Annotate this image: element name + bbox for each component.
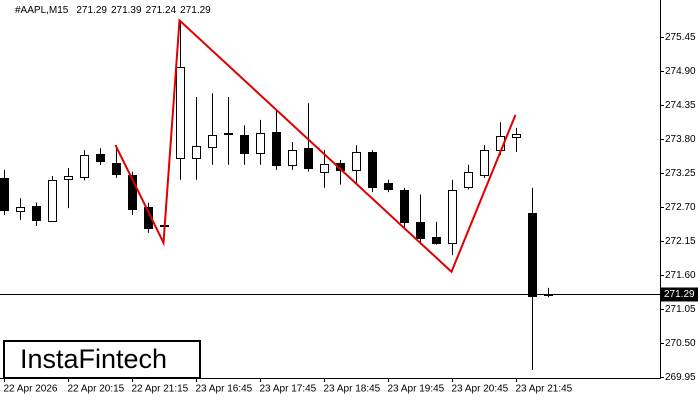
y-tick-label: 274.35 <box>665 100 696 111</box>
candle-body <box>96 154 105 162</box>
chart-header: #AAPL,M15 271.29 271.39 271.24 271.29 <box>15 5 211 16</box>
candle-body <box>112 163 121 175</box>
y-tick-label: 273.80 <box>665 134 696 145</box>
candle-body <box>224 133 233 135</box>
price-label: 271.29 <box>664 289 695 300</box>
x-tick-label: 23 Apr 17:45 <box>260 384 317 395</box>
candle-body <box>304 148 313 169</box>
y-tick-label: 272.15 <box>665 236 696 247</box>
candle-body <box>240 135 249 154</box>
candle-body <box>272 132 281 166</box>
x-tick-label: 23 Apr 21:45 <box>516 384 573 395</box>
candle-body <box>480 150 489 176</box>
x-tick-label: 23 Apr 20:45 <box>452 384 509 395</box>
x-tick-label: 22 Apr 2026 <box>4 384 58 395</box>
candle-body <box>16 207 25 212</box>
candle-body <box>0 178 9 211</box>
ohlc-value: 271.29 <box>180 5 211 16</box>
candle-body <box>176 67 185 159</box>
y-tick-label: 270.50 <box>665 338 696 349</box>
candle-body <box>80 155 89 178</box>
y-tick-label: 269.95 <box>665 372 696 383</box>
logo-box <box>3 340 201 379</box>
x-tick-label: 22 Apr 20:15 <box>68 384 125 395</box>
pattern-line <box>114 18 517 274</box>
candle-body <box>208 135 217 148</box>
candle-body <box>368 152 377 188</box>
candle-body <box>32 206 41 221</box>
candle-body <box>48 180 57 222</box>
candle-body <box>144 207 153 229</box>
x-tick-label: 23 Apr 18:45 <box>324 384 381 395</box>
candle-body <box>464 172 473 188</box>
candle-body <box>64 176 73 180</box>
candle-body <box>528 213 537 297</box>
candle-body <box>400 190 409 223</box>
candle-body <box>128 175 137 210</box>
candle-body <box>320 164 329 173</box>
price-label-box <box>661 287 698 302</box>
ohlc-value: 271.24 <box>146 5 177 16</box>
candle-body <box>384 183 393 190</box>
y-tick-label: 273.25 <box>665 168 696 179</box>
y-tick-label: 274.90 <box>665 66 696 77</box>
y-tick-label: 271.60 <box>665 270 696 281</box>
ohlc-value: 271.29 <box>76 5 107 16</box>
y-tick-label: 271.05 <box>665 304 696 315</box>
candle-body <box>512 134 521 138</box>
candle-body <box>192 146 201 159</box>
candle-body <box>256 133 265 154</box>
candle-body <box>432 237 441 244</box>
candle-body <box>352 152 361 171</box>
x-tick-label: 23 Apr 19:45 <box>388 384 445 395</box>
ohlc-value: 271.39 <box>111 5 142 16</box>
y-tick-label: 275.45 <box>665 32 696 43</box>
x-tick-label: 22 Apr 21:15 <box>132 384 189 395</box>
x-tick-label: 23 Apr 16:45 <box>196 384 253 395</box>
y-tick-label: 272.70 <box>665 202 696 213</box>
candle-body <box>448 190 457 244</box>
candle-body <box>416 222 425 239</box>
symbol-title: #AAPL,M15 <box>15 5 69 16</box>
candle-body <box>288 150 297 166</box>
logo: InstaFintech <box>20 344 167 374</box>
